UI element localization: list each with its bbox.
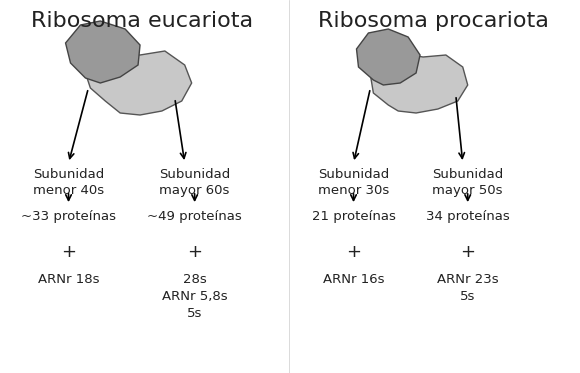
Text: ARNr 16s: ARNr 16s (322, 273, 385, 286)
Text: +: + (346, 243, 361, 261)
Text: +: + (460, 243, 475, 261)
Text: +: + (187, 243, 202, 261)
Polygon shape (357, 29, 420, 85)
Text: Ribosoma procariota: Ribosoma procariota (317, 11, 549, 31)
Text: +: + (61, 243, 76, 261)
Text: Subunidad
menor 40s: Subunidad menor 40s (33, 168, 104, 197)
Text: Subunidad
mayor 50s: Subunidad mayor 50s (432, 168, 503, 197)
Polygon shape (85, 51, 191, 115)
Text: Ribosoma eucariota: Ribosoma eucariota (31, 11, 253, 31)
Text: 21 proteínas: 21 proteínas (311, 210, 396, 223)
Text: Subunidad
mayor 60s: Subunidad mayor 60s (159, 168, 230, 197)
Polygon shape (371, 53, 467, 113)
Text: ARNr 18s: ARNr 18s (38, 273, 99, 286)
Polygon shape (66, 21, 140, 83)
Text: 28s
ARNr 5,8s
5s: 28s ARNr 5,8s 5s (162, 273, 227, 320)
Text: ARNr 23s
5s: ARNr 23s 5s (437, 273, 499, 303)
Text: ~49 proteínas: ~49 proteínas (147, 210, 242, 223)
Text: Subunidad
menor 30s: Subunidad menor 30s (318, 168, 389, 197)
Text: ~33 proteínas: ~33 proteínas (21, 210, 116, 223)
Text: 34 proteínas: 34 proteínas (426, 210, 510, 223)
